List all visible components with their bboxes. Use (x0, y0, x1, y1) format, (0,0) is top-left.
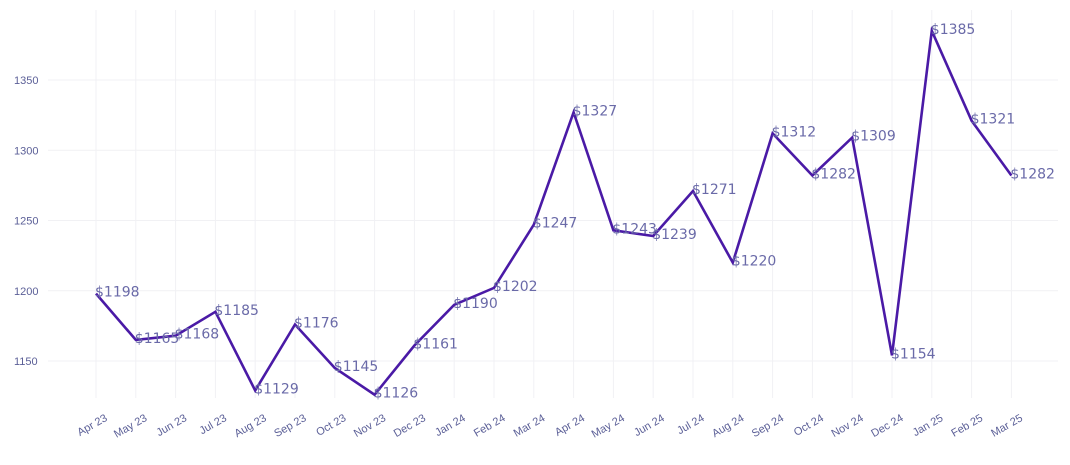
data-label: $1129 (254, 382, 299, 398)
data-label: $1282 (1010, 167, 1055, 183)
data-label: $1168 (175, 327, 220, 343)
x-tick-label: Nov 23 (352, 412, 388, 440)
x-tick-label: Oct 24 (792, 412, 826, 439)
data-label: $1312 (772, 124, 817, 140)
data-label: $1321 (971, 112, 1016, 128)
series-line (95, 25, 1013, 397)
data-label: $1165 (135, 331, 180, 347)
x-tick-label: Apr 23 (75, 412, 109, 439)
x-tick-label: May 23 (112, 412, 149, 440)
data-label: $1176 (294, 315, 339, 331)
x-tick-label: Dec 24 (869, 412, 905, 440)
x-tick-label: May 24 (590, 412, 627, 440)
x-tick-label: Jan 24 (433, 412, 468, 439)
x-tick-label: Jul 24 (675, 412, 706, 437)
x-tick-label: Jun 24 (632, 412, 667, 439)
y-tick-label: 1200 (14, 286, 38, 298)
x-axis: Apr 23 May 23 Jun 23 Jul 23 Aug 23 Sep 23 Oct … (75, 412, 1024, 440)
data-label: $1327 (573, 103, 618, 119)
data-label: $1243 (612, 221, 657, 237)
data-label: $1145 (334, 359, 379, 375)
x-tick-label: Feb 25 (949, 412, 985, 440)
x-tick-label: Apr 24 (553, 412, 587, 439)
data-labels: $1198 $1165$1168 $1185 $1129 $1176 $1145 $1126… (95, 22, 1055, 402)
y-axis: 1150 1200 1250 1300 1350 (14, 75, 38, 368)
data-label: $1247 (533, 216, 578, 232)
x-tick-label: Mar 25 (989, 412, 1025, 440)
data-label: $1185 (214, 303, 259, 319)
x-tick-label: Oct 23 (314, 412, 348, 439)
data-label: $1198 (95, 285, 140, 301)
data-label: $1309 (851, 129, 896, 145)
x-tick-label: Jun 23 (154, 412, 189, 439)
x-tick-label: Dec 23 (392, 412, 428, 440)
x-tick-label: Feb 24 (472, 412, 508, 440)
x-tick-label: Sep 23 (272, 412, 308, 440)
x-tick-label: Jul 23 (197, 412, 228, 437)
data-label: $1154 (891, 346, 936, 362)
data-label: $1126 (374, 386, 419, 402)
data-label: $1271 (692, 182, 737, 198)
series (95, 25, 1013, 397)
data-label: $1220 (732, 254, 777, 270)
y-tick-label: 1300 (14, 145, 38, 157)
grid (48, 10, 1058, 398)
x-tick-label: Aug 23 (232, 412, 268, 440)
data-label: $1202 (493, 279, 538, 295)
data-label: $1239 (652, 227, 697, 243)
x-tick-label: Jan 25 (911, 412, 946, 439)
y-tick-label: 1250 (14, 216, 38, 228)
x-tick-label: Nov 24 (830, 412, 866, 440)
data-label: $1282 (811, 167, 856, 183)
data-label: $1385 (931, 22, 976, 38)
x-tick-label: Aug 24 (710, 412, 746, 440)
data-label: $1161 (413, 337, 458, 353)
y-tick-label: 1150 (14, 356, 38, 368)
x-tick-label: Mar 24 (512, 412, 548, 440)
data-label: $1190 (453, 296, 498, 312)
x-tick-label: Sep 24 (750, 412, 786, 440)
y-tick-label: 1350 (14, 75, 38, 87)
